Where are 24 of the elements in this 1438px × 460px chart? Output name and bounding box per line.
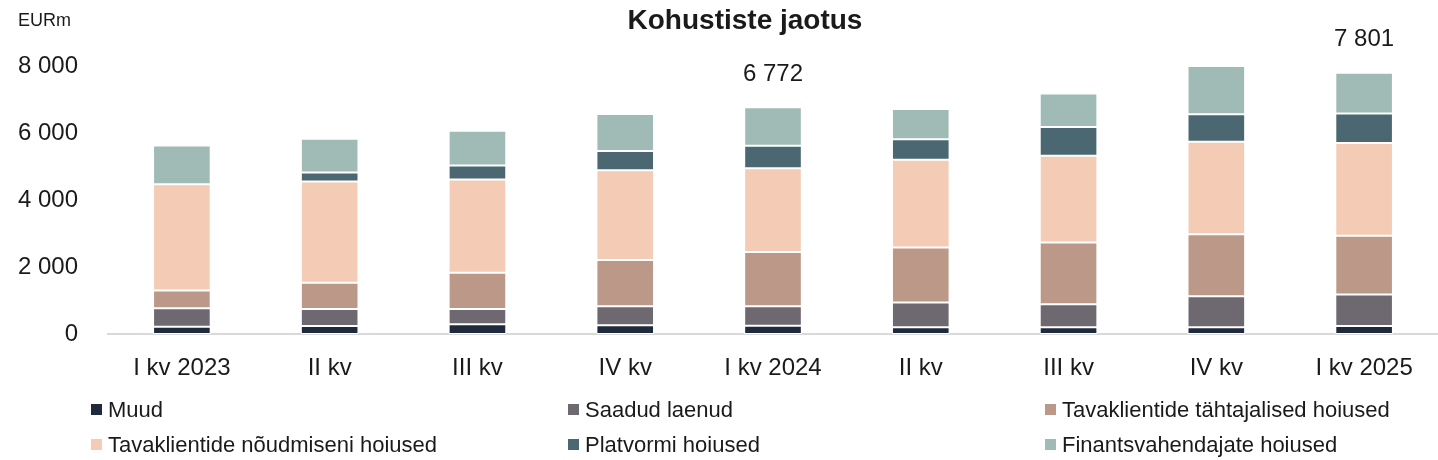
legend-label: Platvormi hoiused (585, 431, 760, 458)
legend-label: Finantsvahendajate hoiused (1062, 431, 1338, 458)
y-axis-title: EURm (18, 9, 71, 31)
legend-label: Muud (108, 396, 164, 423)
y-tick-label: 4 000 (17, 184, 78, 212)
x-tick-label: II kv (898, 353, 943, 381)
y-tick-label: 0 (64, 318, 78, 346)
x-tick-label: II kv (307, 353, 352, 381)
legend-label: Tavaklientide nõudmiseni hoiused (108, 431, 437, 458)
y-tick-label: 6 000 (17, 117, 78, 145)
y-tick-label: 8 000 (17, 50, 78, 78)
total-label: 7 801 (1334, 24, 1395, 52)
x-tick-label: IV kv (1189, 353, 1244, 381)
x-tick-label: I kv 2024 (724, 353, 822, 381)
chart-title: Kohustiste jaotus (627, 4, 863, 35)
x-tick-label: I kv 2023 (133, 353, 231, 381)
x-tick-label: I kv 2025 (1315, 353, 1413, 381)
x-tick-label: III kv (1043, 353, 1094, 381)
x-tick-label: IV kv (598, 353, 652, 381)
legend-label: Tavaklientide tähtajalised hoiused (1062, 396, 1390, 423)
x-tick-label: III kv (452, 353, 503, 381)
y-tick-label: 2 000 (17, 251, 78, 279)
legend-label: Saadud laenud (585, 396, 734, 423)
total-label: 6 772 (742, 58, 804, 86)
